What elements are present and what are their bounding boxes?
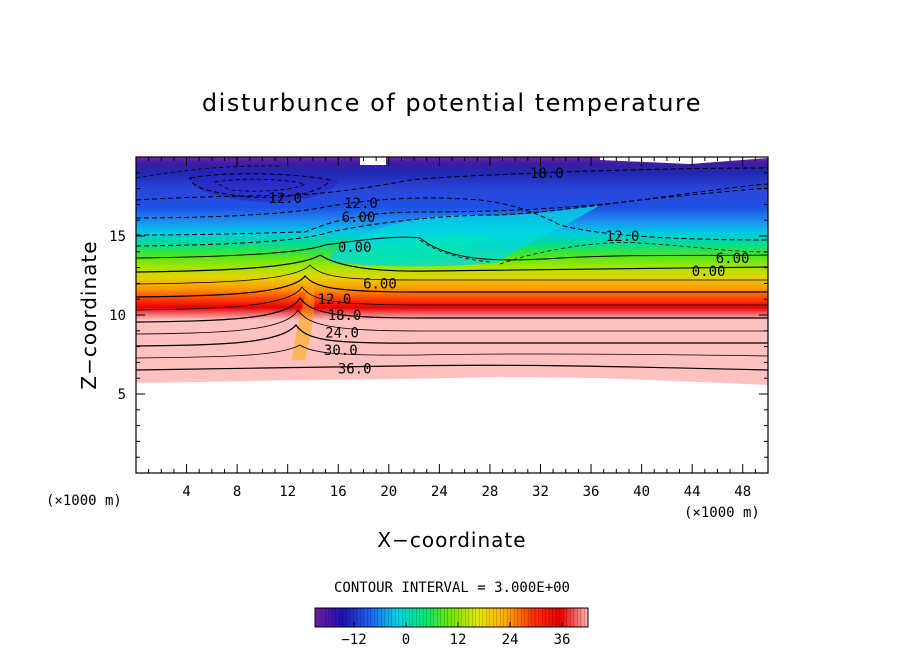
contour-label: 0.00 — [338, 240, 372, 256]
y-tick-label: 5 — [118, 387, 126, 403]
contour-label: 18.0 — [328, 308, 362, 324]
x-tick-label: 48 — [734, 484, 751, 500]
contour-label: 36.0 — [338, 362, 372, 378]
colorbar-tick-label: 24 — [502, 632, 519, 648]
colorbar-frame — [314, 607, 589, 628]
x-axis: 4 8 12 16 20 24 28 32 36 40 44 48 — [135, 157, 769, 500]
contour-label: 6.00 — [363, 276, 397, 292]
colorbar-tick-label: −12 — [341, 632, 366, 648]
x-tick-label: 8 — [233, 484, 241, 500]
x-tick-label: 12 — [279, 484, 296, 500]
chart-title: disturbunce of potential temperature — [202, 89, 702, 117]
y-axis-label: Z−coordinate — [77, 240, 101, 389]
x-tick-label: 36 — [583, 484, 600, 500]
top-gap — [360, 157, 386, 165]
contour-label: 12.0 — [344, 196, 378, 212]
y-tick-label: 10 — [109, 308, 126, 324]
x-tick-label: 28 — [481, 484, 498, 500]
x-tick-label: 16 — [330, 484, 347, 500]
contour-label: 30.0 — [324, 343, 358, 359]
contour-label: 12.0 — [268, 191, 302, 207]
x-axis-label: X−coordinate — [377, 528, 526, 552]
x-tick-label: 32 — [532, 484, 549, 500]
x-unit-right: (×1000 m) — [684, 505, 760, 521]
contour-interval-label: CONTOUR INTERVAL = 3.000E+00 — [334, 580, 570, 596]
x-tick-label: 44 — [684, 484, 701, 500]
x-tick-label: 40 — [633, 484, 650, 500]
x-tick-label: 4 — [182, 484, 190, 500]
cyan-plume-core — [350, 234, 490, 264]
contour-label: 6.00 — [342, 210, 376, 226]
colorbar-tick-label: 12 — [450, 632, 467, 648]
contour-label: 24.0 — [325, 325, 359, 341]
x-tick-label: 20 — [380, 484, 397, 500]
colorbar-ticks: −12 0 12 24 36 — [341, 622, 570, 648]
plot-area — [136, 157, 768, 473]
contour-label: 18.0 — [530, 166, 564, 182]
contour-label-group: 18.012.0 12.06.0012.00.006.000.006.0012.0… — [268, 166, 749, 378]
colorbar: −12 0 12 24 36 — [314, 607, 589, 648]
contour-label: 12.0 — [318, 292, 352, 308]
contour-label: 6.00 — [716, 251, 750, 267]
colorbar-tick-label: 0 — [402, 632, 410, 648]
mountain-disturbance — [292, 280, 315, 360]
contour-label: 12.0 — [606, 229, 640, 245]
contour-label: 0.00 — [692, 264, 726, 280]
y-axis: 5 10 15 — [109, 156, 768, 474]
colorbar-stripes — [315, 608, 588, 627]
y-tick-label: 15 — [109, 229, 126, 245]
colorbar-tick-label: 36 — [554, 632, 571, 648]
x-unit-left: (×1000 m) — [46, 493, 122, 509]
x-tick-label: 24 — [431, 484, 448, 500]
